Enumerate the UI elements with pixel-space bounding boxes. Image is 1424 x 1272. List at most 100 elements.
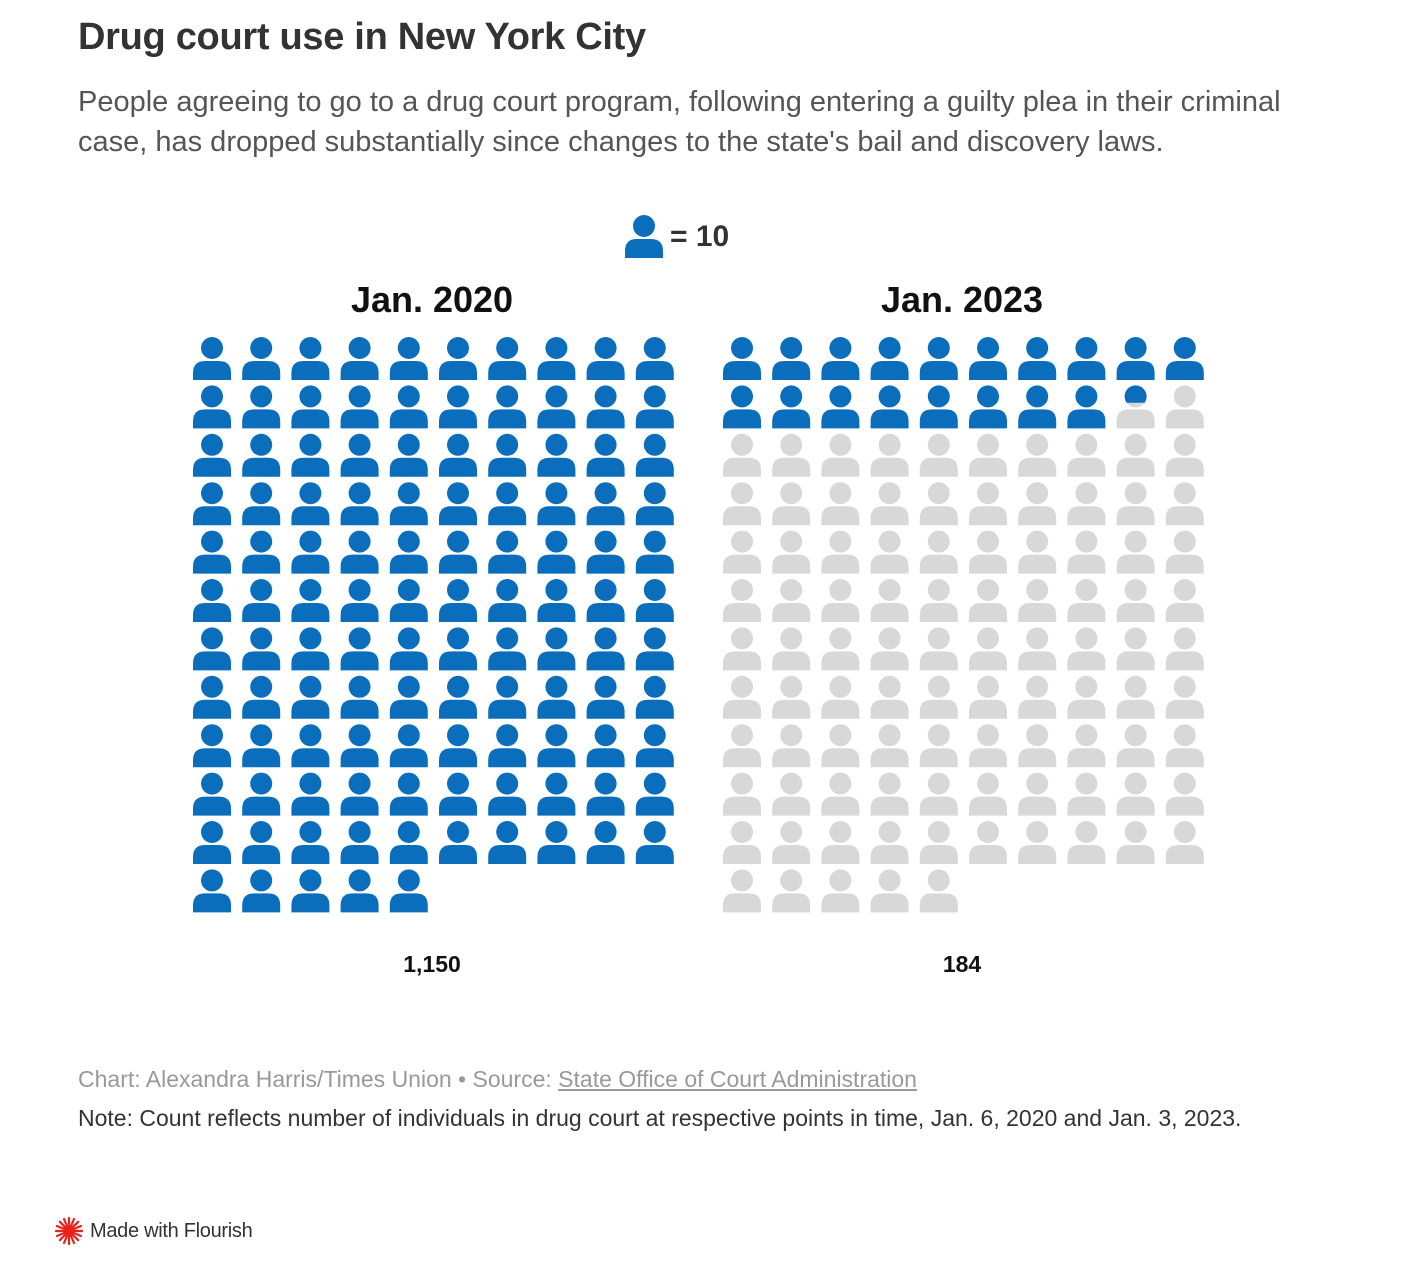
person-icon bbox=[488, 530, 527, 574]
person-icon bbox=[340, 482, 379, 526]
person-icon bbox=[772, 385, 811, 429]
person-icon bbox=[586, 627, 625, 671]
person-icon bbox=[389, 675, 428, 719]
person-icon bbox=[870, 385, 909, 429]
person-icon bbox=[340, 821, 379, 864]
person-icon bbox=[586, 433, 625, 477]
person-icon bbox=[1018, 772, 1057, 816]
person-icon bbox=[919, 772, 958, 816]
person-icon bbox=[969, 385, 1007, 429]
person-icon bbox=[1116, 530, 1155, 574]
person-icon bbox=[537, 433, 576, 477]
person-icon bbox=[635, 627, 674, 671]
person-icon bbox=[635, 675, 674, 719]
person-icon bbox=[969, 821, 1007, 864]
person-icon bbox=[439, 433, 477, 477]
person-icon bbox=[723, 772, 761, 816]
person-icon bbox=[635, 337, 674, 380]
person-icon bbox=[291, 772, 330, 816]
person-icon bbox=[439, 724, 477, 768]
person-icon bbox=[242, 772, 281, 816]
person-icon bbox=[439, 821, 477, 864]
person-icon bbox=[723, 385, 761, 429]
person-icon bbox=[389, 724, 428, 768]
legend: = 10 bbox=[624, 214, 729, 260]
person-icon bbox=[389, 530, 428, 574]
person-icon bbox=[723, 579, 761, 622]
person-icon bbox=[635, 724, 674, 768]
person-icon bbox=[723, 627, 761, 671]
person-icon bbox=[340, 530, 379, 574]
person-icon bbox=[1018, 579, 1057, 622]
person-icon bbox=[919, 869, 958, 913]
person-icon bbox=[291, 869, 330, 913]
person-icon bbox=[488, 579, 527, 622]
person-icon bbox=[488, 337, 527, 380]
person-icon bbox=[537, 337, 576, 380]
person-icon bbox=[537, 627, 576, 671]
person-icon bbox=[488, 482, 527, 526]
person-icon bbox=[291, 482, 330, 526]
person-icon bbox=[919, 337, 958, 380]
person-icon bbox=[969, 724, 1007, 768]
person-icon bbox=[969, 530, 1007, 574]
person-icon bbox=[193, 821, 231, 864]
person-icon bbox=[969, 627, 1007, 671]
person-icon bbox=[772, 337, 811, 380]
person-icon bbox=[586, 530, 625, 574]
person-icon bbox=[291, 433, 330, 477]
person-icon bbox=[821, 869, 860, 913]
person-icon bbox=[537, 579, 576, 622]
person-icon bbox=[1116, 482, 1155, 526]
flourish-badge[interactable]: Made with Flourish bbox=[54, 1216, 253, 1246]
credit-text: Chart: Alexandra Harris/Times Union • So… bbox=[78, 1066, 559, 1092]
person-icon bbox=[723, 337, 761, 380]
person-icon bbox=[389, 772, 428, 816]
person-icon bbox=[1165, 530, 1204, 574]
person-icon bbox=[242, 579, 281, 622]
person-icon bbox=[772, 627, 811, 671]
person-icon bbox=[193, 579, 231, 622]
person-icon bbox=[586, 337, 625, 380]
person-icon bbox=[821, 821, 860, 864]
person-icon bbox=[193, 530, 231, 574]
person-icon bbox=[242, 724, 281, 768]
person-icon bbox=[340, 337, 379, 380]
person-icon bbox=[439, 482, 477, 526]
person-icon bbox=[439, 579, 477, 622]
person-icon bbox=[193, 482, 231, 526]
person-icon bbox=[537, 530, 576, 574]
person-icon bbox=[870, 579, 909, 622]
person-icon bbox=[488, 627, 527, 671]
person-icon bbox=[723, 433, 761, 477]
person-icon bbox=[242, 337, 281, 380]
person-icon bbox=[389, 482, 428, 526]
person-icon bbox=[242, 385, 281, 429]
person-icon bbox=[1067, 675, 1106, 719]
person-icon bbox=[870, 869, 909, 913]
pictogram-chart: Jan. 2020 1,150 Jan. 2023 184 bbox=[193, 279, 1204, 977]
source-link[interactable]: State Office of Court Administration bbox=[558, 1066, 917, 1092]
person-icon bbox=[772, 482, 811, 526]
person-icon bbox=[772, 821, 811, 864]
person-icon bbox=[772, 869, 811, 913]
person-icon bbox=[340, 869, 379, 913]
person-icon bbox=[242, 433, 281, 477]
person-icon bbox=[723, 821, 761, 864]
person-icon bbox=[1018, 675, 1057, 719]
person-icon bbox=[821, 433, 860, 477]
person-icon bbox=[488, 433, 527, 477]
flourish-logo-icon bbox=[54, 1216, 84, 1246]
person-icon bbox=[537, 482, 576, 526]
person-icon bbox=[193, 627, 231, 671]
person-icon bbox=[723, 724, 761, 768]
person-icon bbox=[772, 579, 811, 622]
person-icon bbox=[625, 215, 663, 258]
person-icon bbox=[537, 675, 576, 719]
person-icon bbox=[635, 772, 674, 816]
person-icon bbox=[1067, 821, 1106, 864]
person-icon bbox=[919, 530, 958, 574]
person-icon bbox=[870, 821, 909, 864]
person-icon bbox=[772, 772, 811, 816]
panel-value-label: 1,150 bbox=[403, 951, 461, 977]
